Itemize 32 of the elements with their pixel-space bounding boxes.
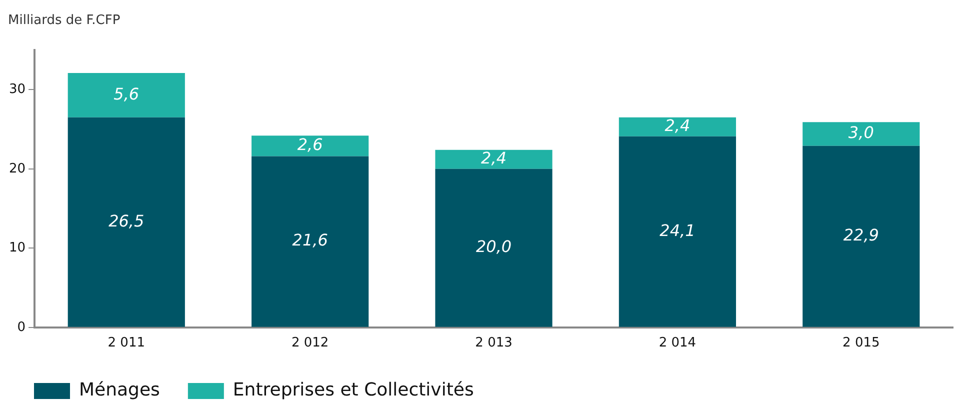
legend-label: Ménages	[79, 380, 160, 401]
legend-label: Entreprises et Collectivités	[232, 380, 474, 401]
data-label: 2,4	[664, 116, 690, 136]
bar	[802, 146, 920, 327]
data-label: 22,9	[843, 226, 879, 245]
y-tick-label: 30	[8, 82, 26, 98]
bar	[618, 136, 736, 327]
data-label: 24,1	[660, 220, 696, 240]
x-tick-label: 2 014	[658, 336, 696, 351]
y-tick-label: 20	[8, 161, 26, 176]
bar	[252, 136, 369, 156]
bar	[68, 117, 185, 327]
data-label: 5,6	[114, 84, 140, 104]
data-label: 20,0	[476, 237, 512, 256]
x-tick-label: 2 013	[475, 336, 512, 351]
y-tick-label: 10	[8, 240, 26, 256]
bar	[618, 117, 736, 136]
bar	[252, 156, 369, 327]
data-label: 2,4	[481, 148, 506, 168]
bar	[68, 72, 185, 118]
y-tick-label: 0	[17, 320, 26, 335]
bar	[802, 122, 920, 146]
y-axis-title: Milliards de F.CFP	[8, 12, 120, 28]
data-label: 26,5	[108, 211, 144, 230]
data-label: 21,6	[292, 230, 328, 250]
data-label: 2,6	[297, 135, 323, 154]
bar	[435, 168, 552, 327]
x-tick-label: 2 011	[108, 336, 145, 351]
data-label: 3,0	[848, 123, 874, 142]
x-tick-label: 2 015	[842, 336, 880, 351]
x-tick-label: 2 012	[291, 336, 329, 351]
bar	[435, 150, 552, 169]
